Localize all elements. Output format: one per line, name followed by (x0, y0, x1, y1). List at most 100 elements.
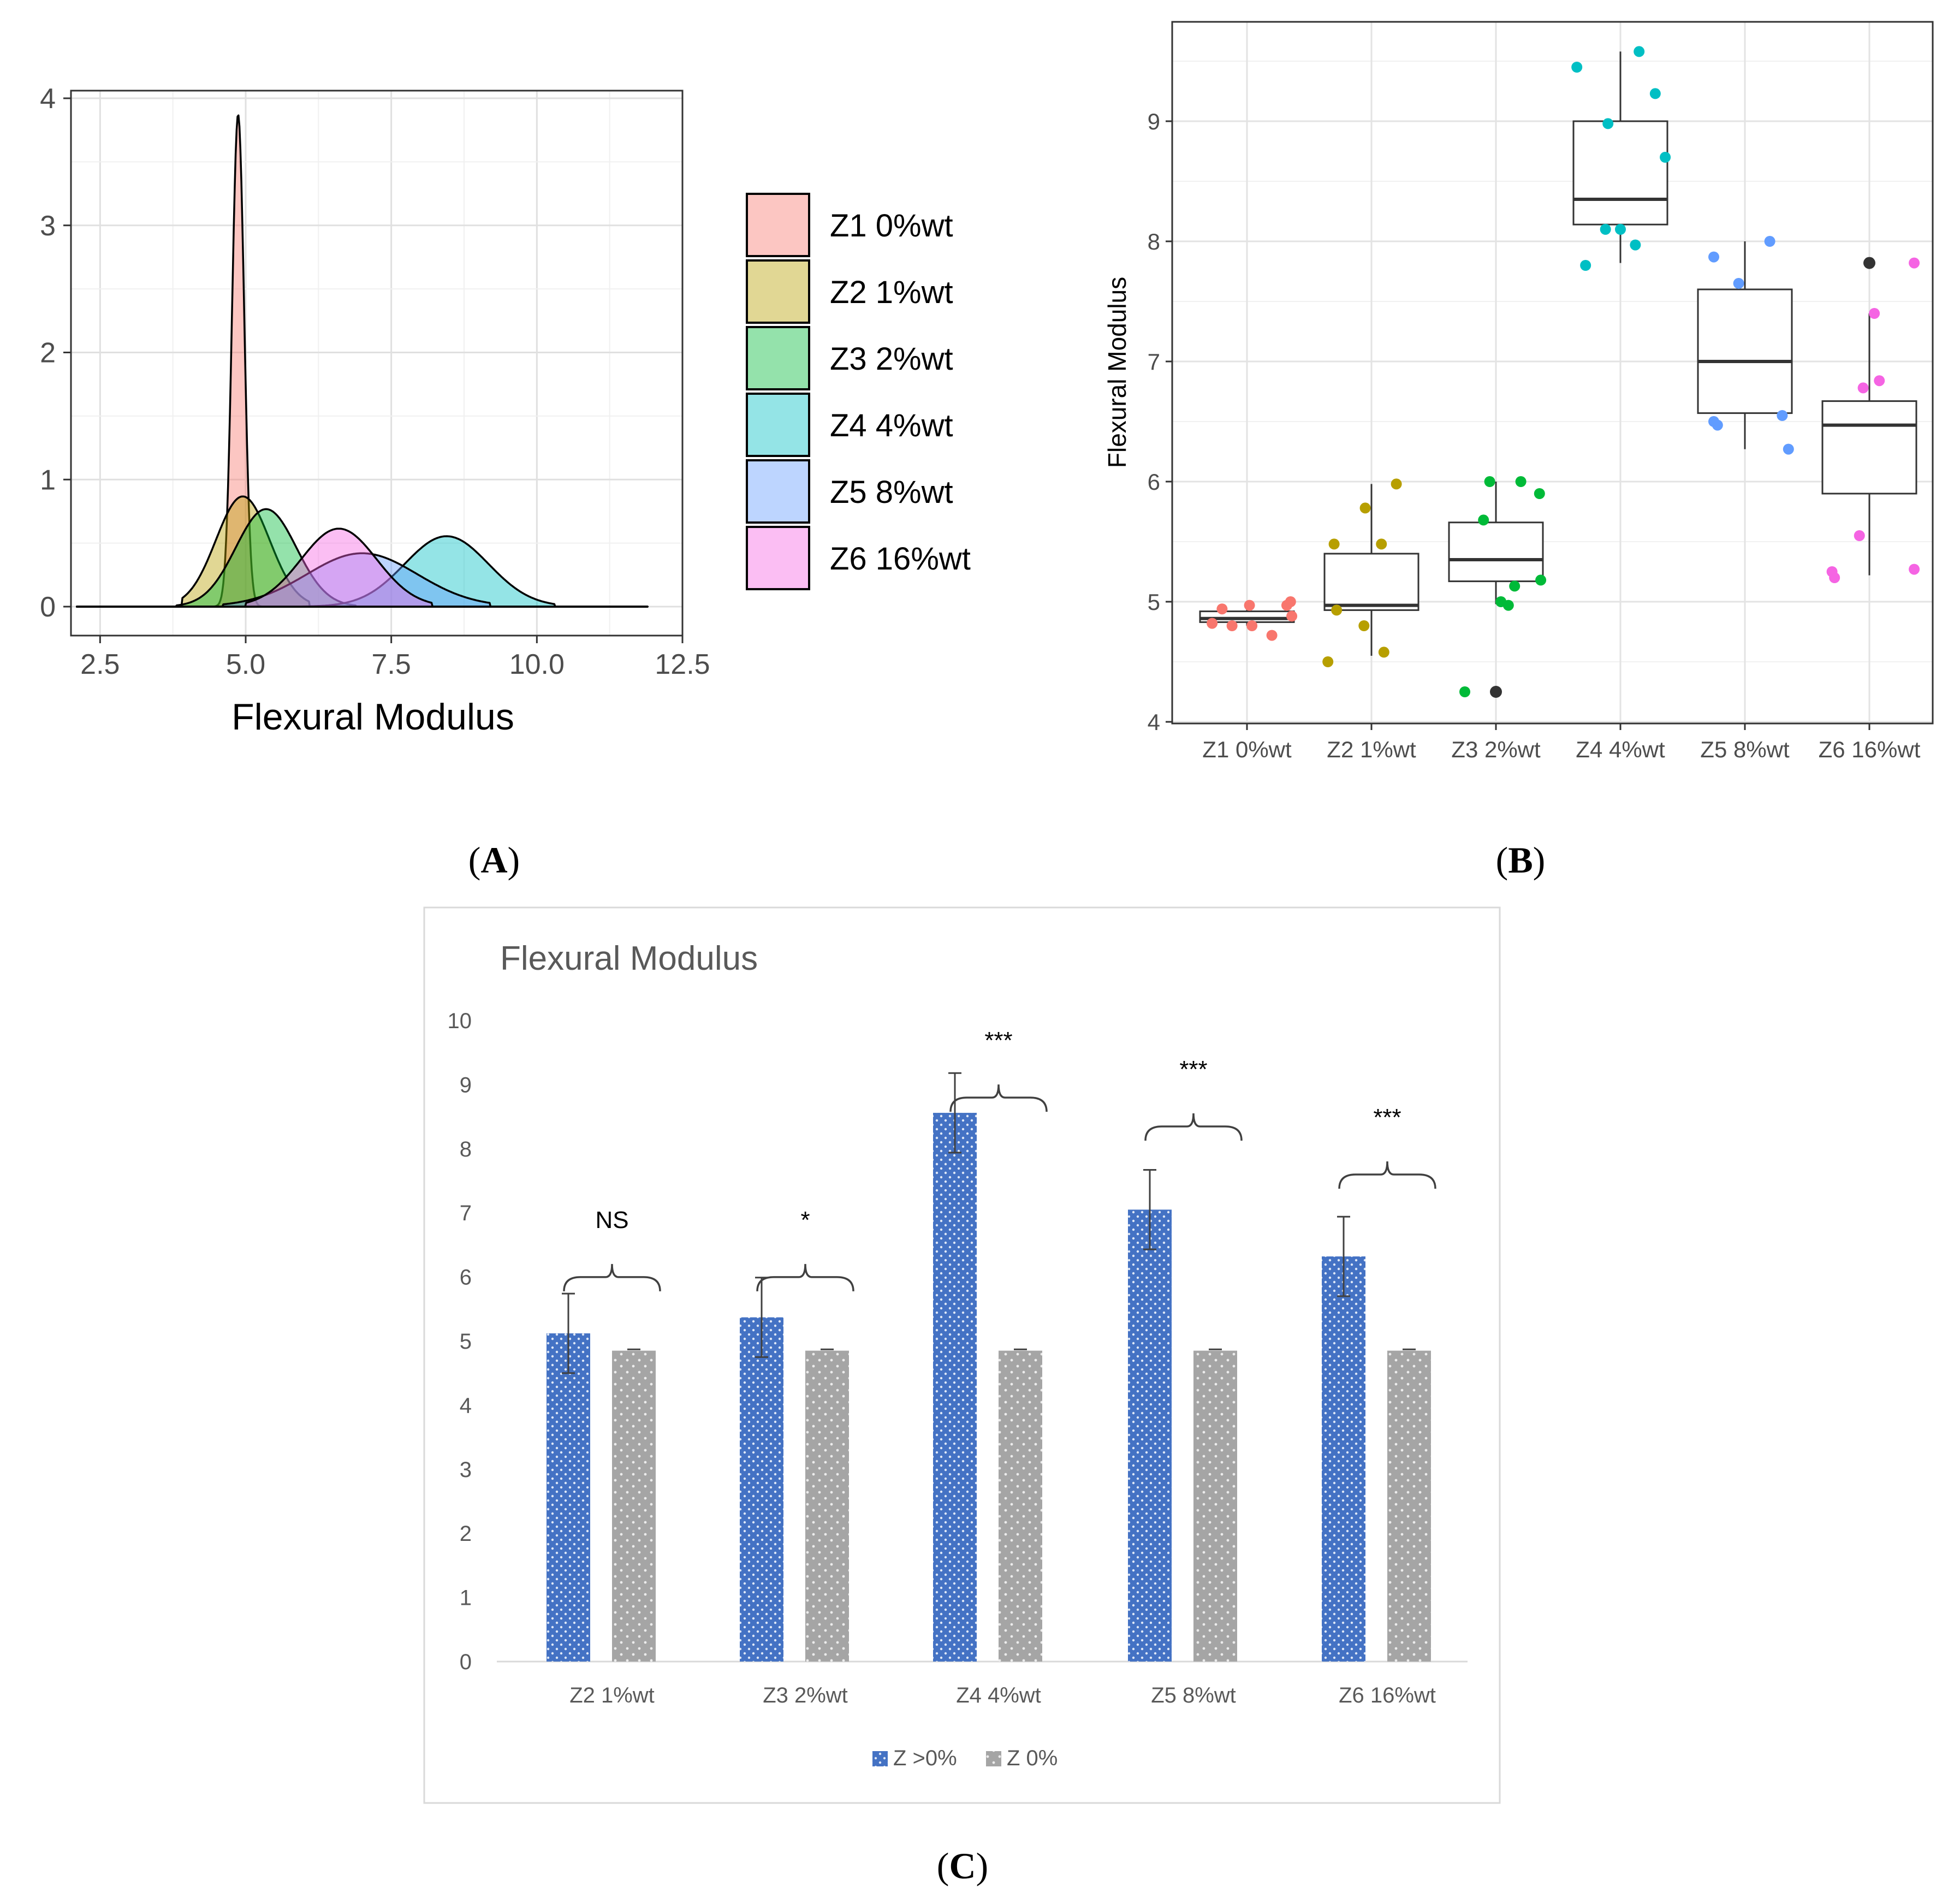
panel-a-legend-key-bg (747, 260, 809, 323)
panel-a-x-tick-label: 5.0 (226, 649, 265, 680)
panel-c-label: (C) (937, 1845, 988, 1887)
panel-a-legend-label: Z3 2%wt (830, 341, 953, 377)
panel-a-legend-item: Z5 8%wt (746, 459, 953, 524)
panel-b-iqr-box (1448, 521, 1544, 583)
panel-c-legend-key-z-gt-0 (872, 1751, 888, 1766)
panel-c-legend-label: Z 0% (1007, 1746, 1058, 1770)
panel-b-point-z2 (1376, 538, 1387, 550)
panel-c-y-tick-label: 2 (460, 1522, 472, 1546)
panel-c-bar-z-gt-0 (547, 1333, 590, 1662)
panel-c-x-tick-label: Z5 8%wt (1151, 1683, 1236, 1707)
panel-c-group: Z2 1%wt (547, 1292, 656, 1707)
panel-a-legend-label: Z5 8%wt (830, 474, 953, 510)
panel-a-legend-key-z4 (746, 393, 810, 457)
panel-b-x-tick-label: Z3 2%wt (1451, 737, 1541, 762)
panel-b-box-z5 (1697, 241, 1793, 449)
panel-b-point-z6 (1909, 257, 1920, 269)
panel-b-point-z1 (1244, 600, 1255, 611)
panel-a-legend-key-z6 (746, 526, 810, 590)
panel-c-brace (1338, 1161, 1436, 1189)
panel-a-y-tick-label: 2 (40, 337, 56, 369)
panel-b-point-z5 (1783, 443, 1794, 455)
panel-a-legend-item: Z2 1%wt (746, 259, 953, 324)
panel-a-x-axis-title: Flexural Modulus (231, 696, 514, 738)
panel-b-point-z1 (1266, 630, 1278, 641)
panel-b-box-z4 (1572, 51, 1668, 263)
panel-b-y-tick-label: 9 (1148, 109, 1160, 134)
panel-c-y-tick-label: 7 (460, 1201, 472, 1225)
panel-b-ticks: 4 5 6 7 8 9 Z1 0%wt Z2 1%wt Z3 2%wt Z4 4%wt Z5 8%w… (1148, 109, 1921, 762)
panel-b-point-z6 (1829, 572, 1840, 583)
panel-a-legend-label: Z4 4%wt (830, 408, 953, 443)
panel-b-plot-background (1172, 22, 1933, 723)
panel-c-title: Flexural Modulus (500, 940, 758, 977)
panel-c-y-tick-label: 9 (460, 1073, 472, 1097)
panel-a-y-tick-label: 4 (40, 83, 56, 115)
panel-a-legend-item: Z3 2%wt (746, 326, 953, 390)
panel-c-significance-label: * (800, 1207, 810, 1233)
panel-c-bar-z-gt-0 (1128, 1209, 1172, 1662)
panel-c-brace (949, 1084, 1048, 1112)
panel-a-legend-key-bg (747, 327, 809, 389)
panel-b-iqr-box (1697, 288, 1793, 414)
panel-c-significance-label: *** (984, 1027, 1012, 1054)
panel-a-x-tick-label: 12.5 (655, 649, 710, 680)
panel-c-group: Z4 4%wt (933, 1072, 1042, 1707)
panel-a-legend-label: Z2 1%wt (830, 275, 953, 310)
panel-c-significance: NS ********** (563, 1027, 1436, 1291)
panel-c-legend: Z >0% Z 0% (872, 1746, 1058, 1770)
panel-b-point-z5 (1764, 236, 1775, 247)
panel-c-significance-bracket: NS (563, 1207, 661, 1291)
panel-a-x-tick-label: 2.5 (80, 649, 120, 680)
panel-a-legend-key-bg (747, 194, 809, 256)
panel-c-bar-z-gt-0 (740, 1317, 783, 1662)
panel-c-bar-z-0 (1193, 1350, 1237, 1662)
panel-b-box-z2 (1323, 484, 1420, 656)
panel-b-box-z3 (1448, 482, 1544, 698)
panel-a-legend-item: Z4 4%wt (746, 393, 953, 457)
panel-b-point-z4 (1602, 118, 1614, 129)
panel-c-bars: Z2 1%wt Z3 2%wt Z4 4%wt Z5 8%wt Z6 16%wt (547, 1072, 1436, 1707)
panel-b-y-tick-label: 7 (1148, 349, 1160, 375)
panel-a-y-tick-label: 3 (40, 210, 56, 242)
panel-b-point-z3 (1509, 580, 1521, 592)
panel-b-point-z1 (1286, 610, 1298, 622)
panel-b-point-z1 (1226, 620, 1238, 631)
panel-b-point-z2 (1359, 502, 1371, 514)
panel-b-point-z5 (1733, 278, 1744, 289)
panel-c-significance-bracket: * (756, 1207, 854, 1291)
panel-c-y-tick-label: 3 (460, 1458, 472, 1482)
panel-a-legend-item: Z1 0%wt (746, 193, 953, 257)
panel-b-point-z6 (1874, 375, 1885, 387)
panel-c-y-tick-label: 0 (460, 1650, 472, 1674)
panel-b-point-z2 (1378, 646, 1389, 658)
panel-b-y-tick-label: 6 (1148, 469, 1160, 495)
panel-a-legend-key-z3 (746, 326, 810, 390)
panel-b-label: (B) (1496, 839, 1546, 881)
panel-a-legend-key-bg (747, 527, 809, 589)
panel-a-gridlines (71, 91, 684, 636)
panel-b-point-z5 (1712, 419, 1723, 431)
panel-b-point-z4 (1649, 88, 1661, 99)
panel-a-y-tick-label: 1 (40, 464, 56, 496)
panel-b-outlier (1863, 257, 1875, 269)
panel-b-point-z1 (1285, 596, 1296, 607)
panel-c-group: Z6 16%wt (1322, 1215, 1436, 1707)
panel-a-legend-key-z1 (746, 193, 810, 257)
panel-c-legend-label: Z >0% (893, 1746, 957, 1770)
panel-b: 4 5 6 7 8 9 Z1 0%wt Z2 1%wt Z3 2%wt Z4 4%wt Z5 8%w… (1103, 21, 1934, 881)
panel-b-y-tick-label: 4 (1148, 709, 1160, 735)
panel-c: Flexural Modulus 0 1 2 3 4 5 6 7 8 9 10 Z2 1%wt Z3 … (423, 906, 1501, 1887)
panel-b-point-z4 (1630, 239, 1641, 251)
panel-b-point-z4 (1571, 62, 1583, 73)
panel-c-significance-bracket: *** (1338, 1104, 1436, 1189)
panel-c-bar-z-0 (805, 1350, 849, 1662)
panel-c-brace (563, 1264, 661, 1291)
panel-b-point-z2 (1328, 538, 1340, 550)
panel-a-legend-item: Z6 16%wt (746, 526, 971, 590)
panel-a-density-z6 (75, 527, 649, 608)
panel-c-significance-label: NS (595, 1207, 628, 1233)
panel-b-iqr-box (1323, 553, 1420, 611)
panel-a-legend-label: Z1 0%wt (830, 208, 953, 244)
